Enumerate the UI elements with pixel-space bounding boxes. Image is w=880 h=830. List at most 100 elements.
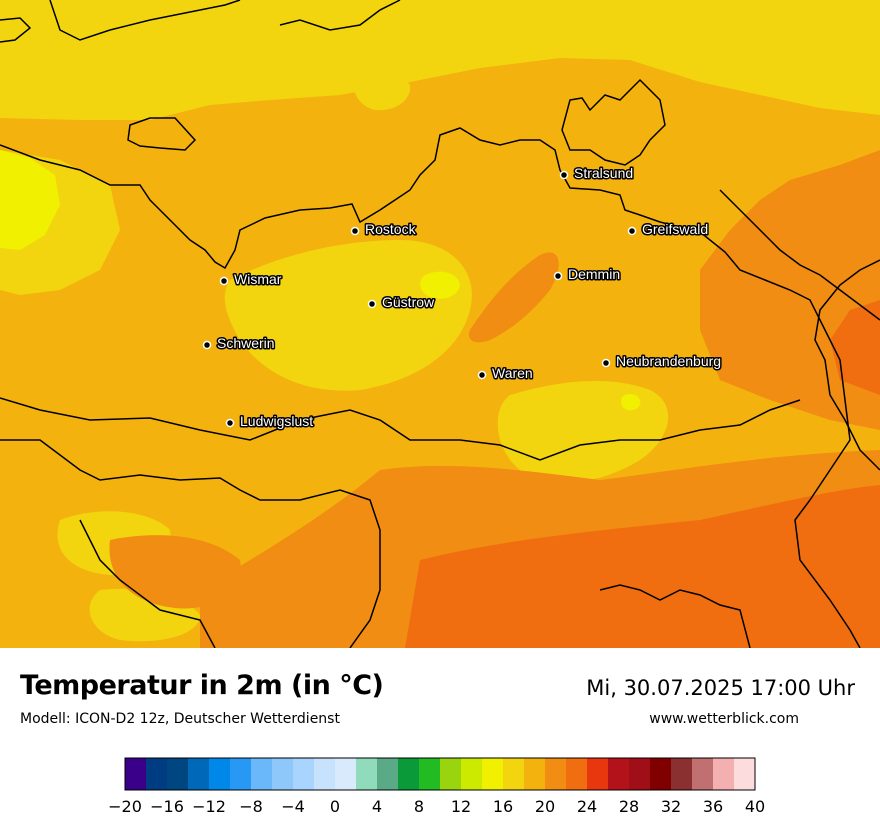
city-label: Waren xyxy=(492,365,533,381)
city-marker xyxy=(350,226,360,236)
city-label: Demmin xyxy=(568,266,620,282)
legend-tick-label: 12 xyxy=(451,797,471,816)
legend-tick-label: −16 xyxy=(150,797,184,816)
legend-swatch xyxy=(734,758,756,790)
city-marker xyxy=(559,170,569,180)
city-marker xyxy=(627,226,637,236)
island-west xyxy=(127,117,197,151)
legend-swatch xyxy=(251,758,273,790)
zone-18-central xyxy=(224,240,472,391)
city-label: Rostock xyxy=(365,221,417,237)
border-south-east xyxy=(599,584,751,648)
legend-swatch xyxy=(377,758,399,790)
legend-swatch xyxy=(482,758,504,790)
baltic-coastline xyxy=(0,127,861,648)
legend-swatch xyxy=(314,758,336,790)
legend-swatch xyxy=(713,758,735,790)
website-link[interactable]: www.wetterblick.com xyxy=(649,711,799,727)
legend-tick-label: 24 xyxy=(577,797,597,816)
legend-tick-label: −4 xyxy=(281,797,305,816)
legend-swatch xyxy=(440,758,462,790)
map-title: Temperatur in 2m (in °C) xyxy=(20,670,384,701)
temperature-zones-16 xyxy=(0,150,641,411)
legend-tick-label: −20 xyxy=(108,797,142,816)
legend-tick-label: 40 xyxy=(745,797,765,816)
zone-16-patch-a xyxy=(420,271,460,299)
legend-tick-label: 28 xyxy=(619,797,639,816)
city-marker xyxy=(601,358,611,368)
city-label: Stralsund xyxy=(574,165,633,181)
legend-swatch xyxy=(545,758,567,790)
model-credit: Modell: ICON-D2 12z, Deutscher Wetterdie… xyxy=(20,711,340,727)
legend-tick-label: 0 xyxy=(330,797,340,816)
legend-swatch xyxy=(503,758,525,790)
zone-22-southwest xyxy=(109,535,241,609)
legend-swatch xyxy=(146,758,168,790)
legend-swatch xyxy=(524,758,546,790)
state-border-west xyxy=(0,439,381,648)
temperature-color-scale: −20 −16 −12 −8 −4 0 4 8 12 16 20 24 28 32 36 40 xyxy=(108,757,765,816)
legend-swatch xyxy=(188,758,210,790)
legend-swatch xyxy=(272,758,294,790)
city-marker xyxy=(202,340,212,350)
legend-swatch xyxy=(461,758,483,790)
zone-18-patch-d xyxy=(353,69,411,111)
legend-swatch xyxy=(692,758,714,790)
legend-swatches xyxy=(124,757,756,791)
zone-22-band xyxy=(468,252,559,343)
legend-tick-label: 16 xyxy=(493,797,513,816)
city-marker xyxy=(553,271,563,281)
coast-north-fragment-2 xyxy=(279,0,401,31)
legend-swatch xyxy=(419,758,441,790)
legend-swatch xyxy=(335,758,357,790)
coastline-and-borders xyxy=(0,0,880,648)
legend-swatch xyxy=(587,758,609,790)
state-border-south xyxy=(0,397,801,461)
legend-swatch xyxy=(650,758,672,790)
legend-swatch xyxy=(566,758,588,790)
legend-tick-labels: −20 −16 −12 −8 −4 0 4 8 12 16 20 24 28 32 36 40 xyxy=(108,797,765,816)
city-markers: Stralsund Rostock Greifswald Wismar Demmin Gü… xyxy=(202,164,723,431)
island-north-west xyxy=(0,17,32,43)
legend-frame xyxy=(124,757,756,791)
city-label: Schwerin xyxy=(217,335,275,351)
zone-16-patch-b xyxy=(621,394,641,411)
island-usedom xyxy=(719,189,880,321)
legend-tick-label: 36 xyxy=(703,797,723,816)
legend-swatch xyxy=(671,758,693,790)
temperature-map: Stralsund Rostock Greifswald Wismar Demmin Gü… xyxy=(0,0,880,648)
city-label: Wismar xyxy=(234,271,282,287)
legend-tick-label: 4 xyxy=(372,797,382,816)
city-label: Neubrandenburg xyxy=(616,353,721,369)
legend-tick-label: 20 xyxy=(535,797,555,816)
legend-swatch xyxy=(398,758,420,790)
legend-swatch xyxy=(629,758,651,790)
city-marker xyxy=(367,299,377,309)
legend-swatch xyxy=(167,758,189,790)
city-marker xyxy=(219,276,229,286)
zone-18-north xyxy=(0,0,880,120)
island-rugen xyxy=(561,78,666,166)
legend-swatch xyxy=(125,758,147,790)
coast-north-fragment xyxy=(49,0,241,41)
city-label: Ludwigslust xyxy=(240,413,313,429)
legend-swatch xyxy=(209,758,231,790)
legend-tick-label: −8 xyxy=(239,797,263,816)
city-label: Greifswald xyxy=(642,221,708,237)
legend-tick-label: 32 xyxy=(661,797,681,816)
legend-swatch xyxy=(230,758,252,790)
legend-tick-label: 8 xyxy=(414,797,424,816)
state-border-southwest xyxy=(79,519,216,648)
zone-24-east-edge xyxy=(830,300,880,395)
legend-swatch xyxy=(608,758,630,790)
national-border-east xyxy=(814,259,880,471)
forecast-datetime: Mi, 30.07.2025 17:00 Uhr xyxy=(586,676,855,700)
temperature-zones-24 xyxy=(405,300,880,648)
city-marker xyxy=(477,370,487,380)
zone-24-southeast xyxy=(405,485,880,648)
legend-tick-label: −12 xyxy=(192,797,226,816)
legend-swatch xyxy=(356,758,378,790)
city-label: Güstrow xyxy=(382,294,435,310)
legend-swatch xyxy=(293,758,315,790)
city-marker xyxy=(225,418,235,428)
